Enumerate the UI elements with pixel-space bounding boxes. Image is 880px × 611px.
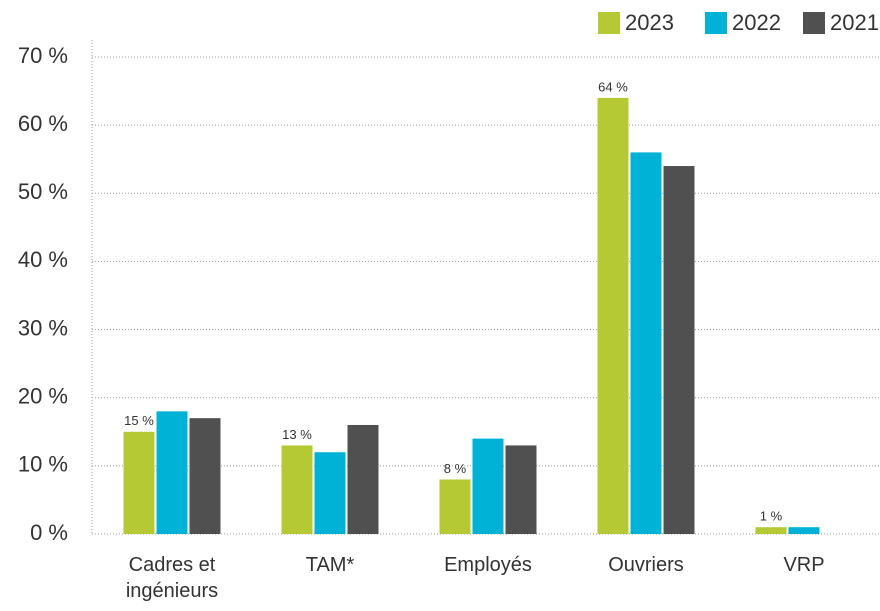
y-tick-label: 30 % [18,315,68,340]
bar [472,438,504,534]
legend-swatch [803,12,825,34]
bar [439,479,471,534]
bar [123,431,155,534]
legend-swatch [705,12,727,34]
bar [189,418,221,534]
x-tick-label: Ouvriers [608,554,684,576]
bar [755,527,787,534]
y-tick-label: 10 % [18,452,68,477]
bar [156,411,188,534]
bar [630,152,662,534]
y-tick-label: 70 % [18,43,68,68]
legend-label: 2021 [830,10,879,35]
x-tick-label: Employés [444,554,532,576]
legend-swatch [598,12,620,34]
y-tick-label: 50 % [18,179,68,204]
x-tick-label: Cadres et ingénieurs [125,554,219,602]
value-label: 1 % [760,509,783,524]
y-tick-label: 60 % [18,111,68,136]
value-label: 64 % [598,79,628,94]
bar [347,424,379,534]
bar [597,97,629,534]
bar [788,527,820,534]
bar [281,445,313,534]
x-tick-label: VRP [783,554,825,576]
value-label: 15 % [124,413,154,428]
y-tick-label: 0 % [30,520,68,545]
value-label: 8 % [444,461,467,476]
legend-label: 2023 [625,10,674,35]
bar [663,166,695,534]
y-tick-label: 40 % [18,247,68,272]
value-label: 13 % [282,427,312,442]
bar [314,452,346,534]
bar [505,445,537,534]
y-tick-label: 20 % [18,384,68,409]
x-tick-label: TAM* [305,554,355,576]
legend-label: 2022 [732,10,781,35]
